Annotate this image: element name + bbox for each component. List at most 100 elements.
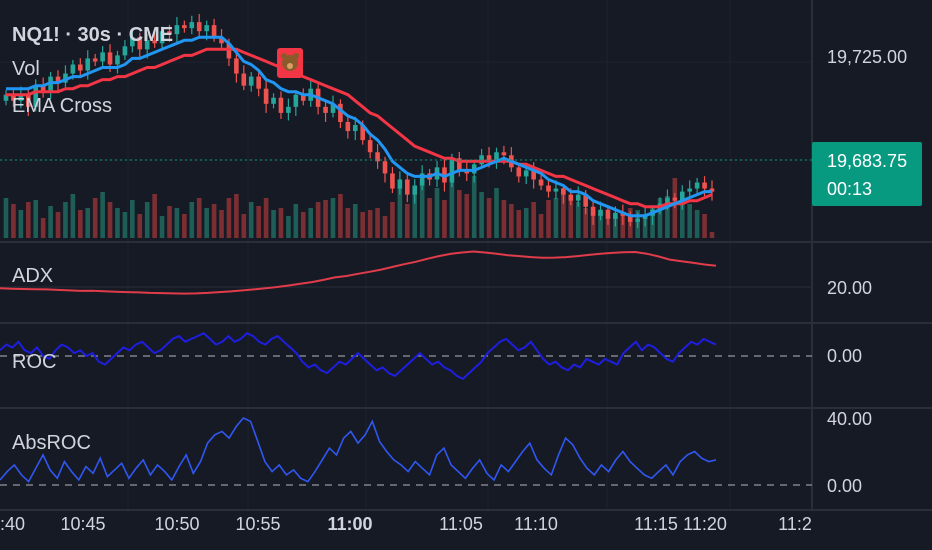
volume-bar: [382, 216, 388, 238]
candle-body: [248, 76, 254, 86]
volume-bar: [263, 198, 269, 238]
time-tick-label: 11:05: [439, 514, 483, 534]
time-tick-label: 11:15: [634, 514, 678, 534]
volume-bar: [694, 210, 700, 238]
candle-body: [293, 94, 299, 107]
volume-bar: [248, 202, 254, 238]
candle-body: [256, 76, 261, 89]
candle-body: [375, 152, 380, 162]
volume-bar: [189, 202, 195, 238]
absroc-label: AbsROC: [12, 432, 91, 454]
candle-body: [494, 152, 499, 162]
volume-bar: [204, 208, 209, 238]
candle-body: [211, 25, 217, 38]
candle-body: [189, 22, 195, 29]
volume-bar: [70, 194, 76, 238]
candle-body: [25, 94, 31, 107]
volume-bar: [367, 210, 373, 238]
volume-bar: [598, 214, 603, 238]
volume-bar: [464, 194, 470, 238]
symbol-title: NQ1! · 30s · CME: [12, 24, 173, 46]
candle-body: [390, 173, 395, 189]
candle-body: [598, 209, 603, 216]
candle-body: [367, 140, 373, 153]
candle-body: [286, 106, 291, 113]
time-tick-label: 10:50: [154, 514, 199, 534]
volume-bar: [702, 214, 707, 238]
volume-bar: [3, 198, 9, 238]
volume-bar: [352, 204, 358, 238]
ema-slow-line: [6, 47, 713, 209]
candle-body: [167, 31, 172, 35]
candle-body: [516, 167, 522, 177]
volume-bar: [115, 208, 120, 238]
bear-ear-left: [281, 53, 287, 59]
candle-body: [338, 103, 343, 122]
last-price-badge: [812, 142, 922, 206]
absroc-axis-label-top: 40.00: [827, 409, 872, 429]
price-axis-label: 19,725.00: [827, 47, 907, 67]
candle-body: [323, 106, 328, 113]
volume-bar: [167, 206, 172, 238]
candle-body: [174, 25, 180, 35]
last-price-value: 19,683.75: [827, 151, 907, 171]
volume-bar: [561, 188, 566, 238]
candle-body: [263, 88, 269, 104]
volume-bar: [531, 202, 536, 238]
candle-body: [605, 209, 611, 219]
bear-annotation[interactable]: [277, 48, 303, 78]
pane-separators: [0, 0, 932, 511]
candle-body: [3, 94, 9, 101]
volume-bar: [657, 198, 663, 238]
candle-body: [687, 188, 693, 192]
ema-cross-label: EMA Cross: [12, 95, 112, 117]
volume-bar: [219, 210, 224, 238]
countdown-timer: 00:13: [827, 179, 872, 199]
volume-bar: [40, 218, 46, 238]
volume-bar: [122, 212, 128, 238]
candle-body: [546, 185, 551, 192]
volume-bar: [345, 208, 351, 238]
volume-bar: [48, 206, 53, 238]
candle-body: [709, 188, 715, 192]
volume-bar: [553, 198, 559, 238]
volume-bar: [92, 198, 98, 238]
volume-bar: [278, 208, 284, 238]
candle-body: [449, 158, 455, 183]
candle-body: [405, 179, 410, 195]
volume-bar: [687, 204, 693, 238]
volume-bar: [412, 194, 418, 238]
candle-body: [55, 76, 61, 83]
volume-bar: [583, 208, 588, 238]
volume-bar: [709, 232, 715, 238]
candle-body: [137, 37, 143, 50]
volume-bar: [501, 200, 507, 238]
candle-body: [182, 25, 187, 29]
volume-bar: [665, 196, 670, 238]
candle-body: [486, 155, 492, 162]
time-axis[interactable]: :40 10:45 10:50 10:55 11:00 11:05 11:10 11:15 11…: [0, 514, 812, 534]
volume-bar: [137, 214, 143, 238]
volume-bar: [679, 200, 685, 238]
price-axis[interactable]: 19,725.00 19,683.75 00:13 20.00 0.00 40.…: [812, 47, 922, 496]
roc-axis-label: 0.00: [827, 346, 862, 366]
candle-body: [271, 97, 276, 104]
candle-body: [553, 188, 559, 192]
volume-bar: [315, 202, 321, 238]
candle-body: [204, 25, 209, 32]
candle-body: [115, 55, 120, 65]
volume-bar: [509, 204, 514, 238]
candle-body: [360, 125, 366, 141]
candle-body: [583, 194, 588, 207]
candle-body: [92, 58, 98, 62]
candle-body: [234, 58, 239, 74]
volume-bar: [434, 188, 440, 238]
volume-bar: [293, 204, 299, 238]
volume-series: [3, 176, 715, 238]
volume-bar: [33, 200, 39, 238]
candle-body: [11, 94, 16, 101]
volume-bar: [613, 216, 618, 238]
candle-body: [85, 58, 91, 71]
volume-bar: [152, 194, 157, 238]
